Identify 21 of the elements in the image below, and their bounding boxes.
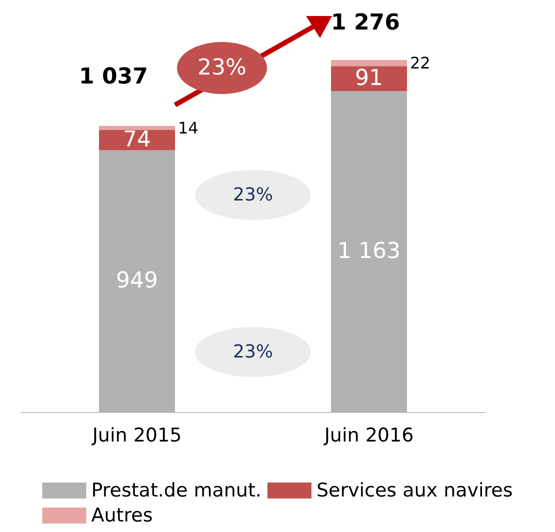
annotation: 23%	[232, 342, 274, 362]
bar	[331, 60, 407, 66]
legend-label: Services aux navires	[316, 480, 513, 502]
data-label: 14	[178, 118, 198, 138]
annotation: 23%	[232, 184, 274, 206]
bar	[331, 66, 407, 92]
total-label: 1 037	[79, 64, 148, 90]
legend-label: Autres	[91, 504, 153, 526]
x-tick-label: Juin 2015	[91, 424, 182, 446]
data-label: 22	[410, 54, 430, 73]
data-label: 91	[355, 66, 383, 92]
bar	[99, 126, 175, 130]
data-label: 949	[116, 268, 158, 294]
legend-label: Prestat.de manut.	[91, 480, 262, 502]
data-label: 74	[123, 128, 151, 152]
x-tick-label: Juin 2016	[323, 424, 414, 446]
bar	[99, 150, 175, 412]
data-label: 1 163	[338, 239, 400, 264]
annotation: 23%	[198, 56, 246, 80]
total-label: 1 276	[331, 10, 400, 36]
bar	[331, 91, 407, 412]
